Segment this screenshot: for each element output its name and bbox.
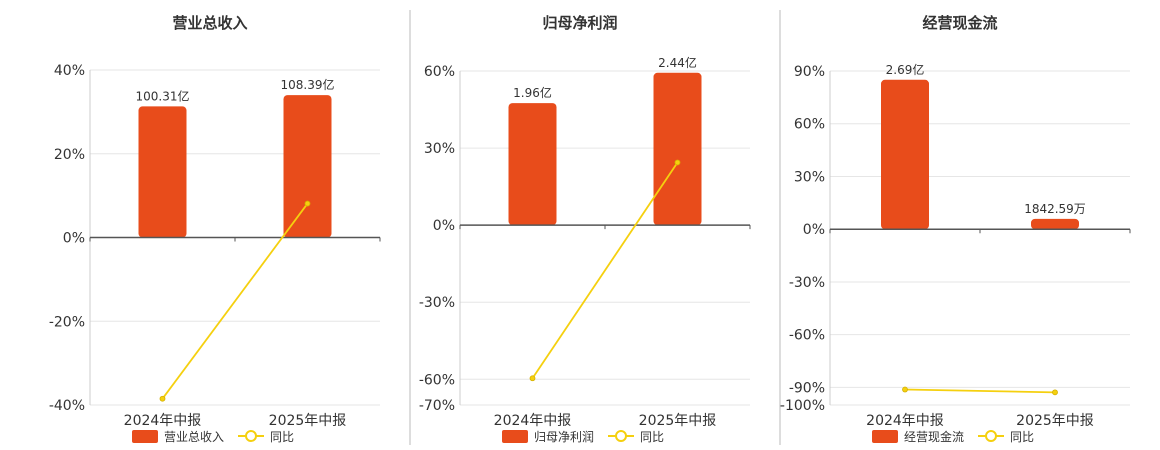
x-category-label: 2024年中报	[866, 413, 944, 429]
legend-bar-swatch	[502, 430, 528, 443]
bar	[138, 106, 187, 238]
y-tick-label: -100%	[780, 398, 825, 414]
x-category-label: 2025年中报	[1016, 413, 1094, 429]
legend-line-label: 同比	[1010, 430, 1034, 444]
legend-bar-label: 经营现金流	[904, 429, 964, 444]
yoy-point	[902, 386, 908, 393]
y-tick-label: 30%	[424, 141, 455, 157]
legend-line-marker	[615, 430, 627, 442]
y-tick-label: -60%	[419, 372, 455, 388]
bar-value-label: 2.44亿	[658, 55, 697, 70]
yoy-point	[674, 159, 681, 166]
x-category-label: 2025年中报	[639, 413, 717, 429]
bar	[508, 103, 557, 226]
y-tick-label: 0%	[433, 218, 455, 234]
bar-value-label: 100.31亿	[136, 88, 190, 103]
y-tick-label: 0%	[63, 231, 85, 247]
y-tick-label: 20%	[54, 147, 85, 163]
legend-line-marker	[985, 430, 997, 442]
y-tick-label: 60%	[424, 64, 455, 80]
bar-value-label: 1842.59万	[1024, 202, 1086, 216]
legend-line-label: 同比	[270, 430, 294, 444]
y-tick-label: 40%	[54, 63, 85, 79]
y-tick-label: -30%	[789, 275, 825, 291]
y-tick-label: -60%	[789, 328, 825, 344]
legend-bar-label: 归母净利润	[534, 430, 594, 444]
bar	[283, 95, 332, 238]
y-tick-label: 60%	[794, 117, 825, 133]
x-category-label: 2025年中报	[269, 413, 347, 429]
legend-bar-swatch	[132, 430, 158, 443]
y-tick-label: -30%	[419, 295, 455, 311]
yoy-point	[159, 395, 166, 402]
chart-title: 归母净利润	[542, 14, 617, 32]
x-category-label: 2024年中报	[494, 413, 572, 429]
bar	[1031, 218, 1079, 230]
yoy-point	[529, 375, 536, 382]
yoy-line	[531, 161, 679, 379]
y-tick-label: 90%	[794, 64, 825, 80]
legend-bar-swatch	[872, 430, 898, 443]
chart-title: 经营现金流	[922, 14, 997, 32]
legend-line-label: 同比	[640, 430, 664, 444]
yoy-point	[304, 200, 311, 207]
yoy-line	[904, 388, 1056, 394]
bar-value-label: 2.69亿	[886, 62, 925, 77]
y-tick-label: -70%	[419, 398, 455, 414]
yoy-line	[161, 203, 309, 400]
bar-value-label: 1.96亿	[513, 85, 552, 100]
bar	[653, 72, 702, 226]
yoy-point	[1052, 389, 1058, 396]
chart-title: 营业总收入	[172, 14, 247, 32]
bar	[881, 79, 929, 230]
y-tick-label: 30%	[794, 169, 825, 185]
legend-bar-label: 营业总收入	[164, 430, 224, 444]
legend-line-marker	[245, 430, 257, 442]
y-tick-label: -90%	[789, 380, 825, 396]
x-category-label: 2024年中报	[124, 413, 202, 429]
y-tick-label: -40%	[49, 398, 85, 414]
bar-value-label: 108.39亿	[281, 77, 335, 92]
y-tick-label: -20%	[49, 314, 85, 330]
y-tick-label: 0%	[803, 222, 825, 238]
